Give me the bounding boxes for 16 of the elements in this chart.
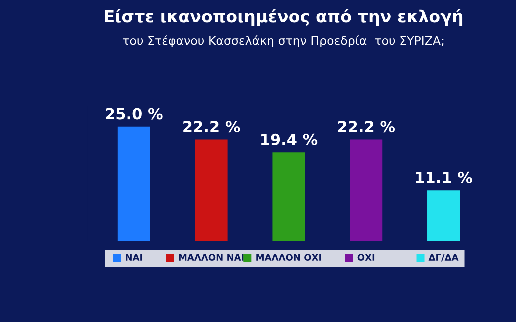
bar <box>428 190 460 242</box>
data-label: 22.2 % <box>338 121 396 133</box>
data-label: 19.4 % <box>262 134 318 146</box>
chart-title: Είστε ικανοποιημένος από την εκλογή <box>105 9 463 26</box>
x-tick-label: ΔΓ/ΔΑ <box>428 254 459 262</box>
data-label: 22.2 % <box>184 121 240 133</box>
bar <box>272 152 306 242</box>
x-tick-label: ΟΧΙ <box>358 254 375 261</box>
bar <box>350 140 383 242</box>
x-tick-label: ΜΑΛΛΟΝ ΟΧΙ <box>256 254 322 261</box>
bar <box>118 126 150 242</box>
x-tick-label: ΝΑΙ <box>126 254 142 261</box>
data-label: 11.1 % <box>416 172 472 184</box>
bar <box>195 140 228 242</box>
chart-subtitle: του Στέφανου Κασσελάκη στην Προεδρία του ΣΥΡΙΖΑ; <box>123 36 444 48</box>
data-label: 25.0 % <box>106 108 163 120</box>
